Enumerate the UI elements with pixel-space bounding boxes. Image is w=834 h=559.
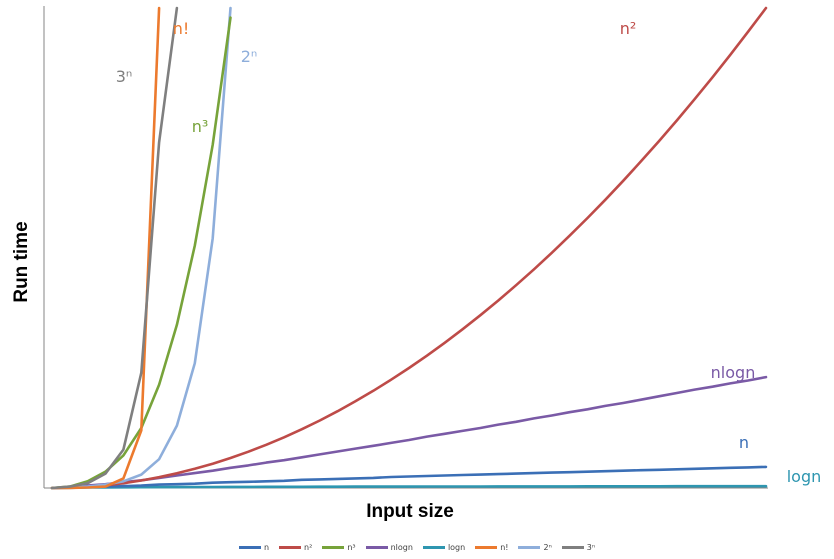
legend-item-3n: 3ⁿ: [561, 542, 596, 552]
y-axis-title: Run time: [11, 221, 32, 302]
legend-item-2n: 2ⁿ: [518, 542, 552, 552]
legend-swatch: [279, 545, 302, 549]
legend-label: n²: [304, 542, 313, 552]
series-line-nlogn: [50, 375, 768, 490]
legend-swatch: [518, 545, 541, 549]
legend-item-n-factorial: n!: [475, 543, 508, 552]
legend-swatch: [475, 545, 498, 549]
legend-label: n³: [347, 542, 356, 552]
legend-item-logn: logn: [422, 542, 466, 552]
legend-swatch: [365, 545, 388, 549]
chart-legend: n n² n³ nlogn logn n! 2ⁿ 3ⁿ: [0, 540, 834, 554]
line-chart: logn n nlogn n² 2ⁿ n³ n! 3ⁿ Run time Input size: [11, 6, 822, 522]
legend-label: logn: [447, 542, 466, 552]
legend-swatch: [238, 545, 261, 549]
legend-label: n: [263, 542, 270, 552]
legend-label: 3ⁿ: [586, 542, 596, 552]
series-label-n-factorial: n!: [173, 19, 190, 38]
legend-item-n: n: [238, 542, 270, 552]
legend-swatch: [322, 545, 345, 549]
legend-label: n!: [500, 542, 509, 552]
series-label-3n: 3ⁿ: [116, 67, 133, 86]
series-line-3n: [50, 6, 179, 490]
series-label-2n: 2ⁿ: [241, 47, 258, 66]
x-axis-title: Input size: [366, 501, 454, 522]
series-line-n-factorial: [50, 6, 161, 490]
legend-swatch: [422, 545, 445, 549]
series-label-n: n: [739, 433, 749, 452]
series-line-n2: [50, 6, 768, 490]
series-label-n2: n²: [620, 19, 637, 38]
series-label-layer: logn n nlogn n² 2ⁿ n³ n! 3ⁿ: [116, 19, 822, 486]
series-layer: [50, 6, 768, 490]
series-label-nlogn: nlogn: [711, 363, 756, 382]
legend-item-n3: n³: [322, 542, 356, 552]
legend-label: nlogn: [390, 542, 413, 552]
legend-item-n2: n²: [279, 543, 312, 552]
series-label-logn: logn: [787, 467, 822, 486]
series-line-n: [50, 465, 768, 490]
series-label-n3: n³: [192, 117, 209, 136]
series-line-logn: [50, 484, 768, 490]
legend-item-nlogn: nlogn: [365, 542, 413, 552]
legend-label: 2ⁿ: [543, 542, 552, 552]
legend-swatch: [561, 545, 584, 549]
